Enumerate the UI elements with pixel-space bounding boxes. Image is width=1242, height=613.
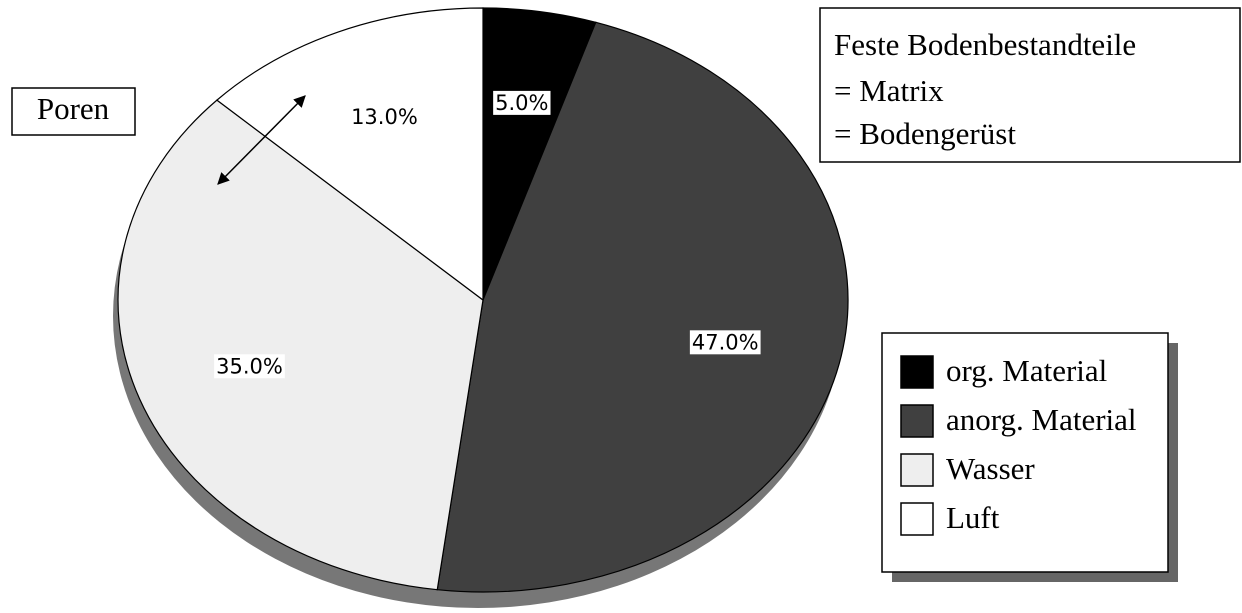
annotation: Feste Bodenbestandteile [834, 27, 1136, 62]
legend-label: org. Material [946, 353, 1107, 388]
pie-slice [436, 21, 849, 593]
legend-label: Wasser [946, 451, 1035, 486]
annotation-box [11, 87, 136, 136]
data-label-bg [689, 330, 761, 355]
legend-label: anorg. Material [946, 402, 1137, 437]
data-label: 35.0% [216, 354, 283, 378]
annotation: = Bodengerüst [834, 116, 1016, 151]
legend-entries: org. Material anorg. Material Wasser Luft [900, 353, 1137, 536]
legend-swatch [900, 453, 934, 487]
pie-slice [117, 99, 484, 591]
data-label: 47.0% [692, 330, 759, 354]
pie [117, 7, 849, 593]
data-label-bg [493, 90, 551, 115]
data-label-bg [214, 354, 285, 379]
data-label-bg [349, 104, 420, 129]
legend-swatch [900, 502, 934, 536]
arrow [217, 95, 306, 185]
annotation-box [819, 7, 1241, 163]
data-label: 5.0% [495, 91, 548, 115]
data-labels: 5.0% 47.0% 35.0% 13.0% [214, 90, 761, 379]
pie-slice [215, 7, 484, 302]
data-label: 13.0% [351, 105, 418, 129]
annotation: Poren [37, 91, 110, 126]
legend-swatch [900, 404, 934, 438]
legend-swatch [900, 355, 934, 389]
legend-label: Luft [946, 500, 1000, 535]
annotation: = Matrix [834, 73, 944, 108]
